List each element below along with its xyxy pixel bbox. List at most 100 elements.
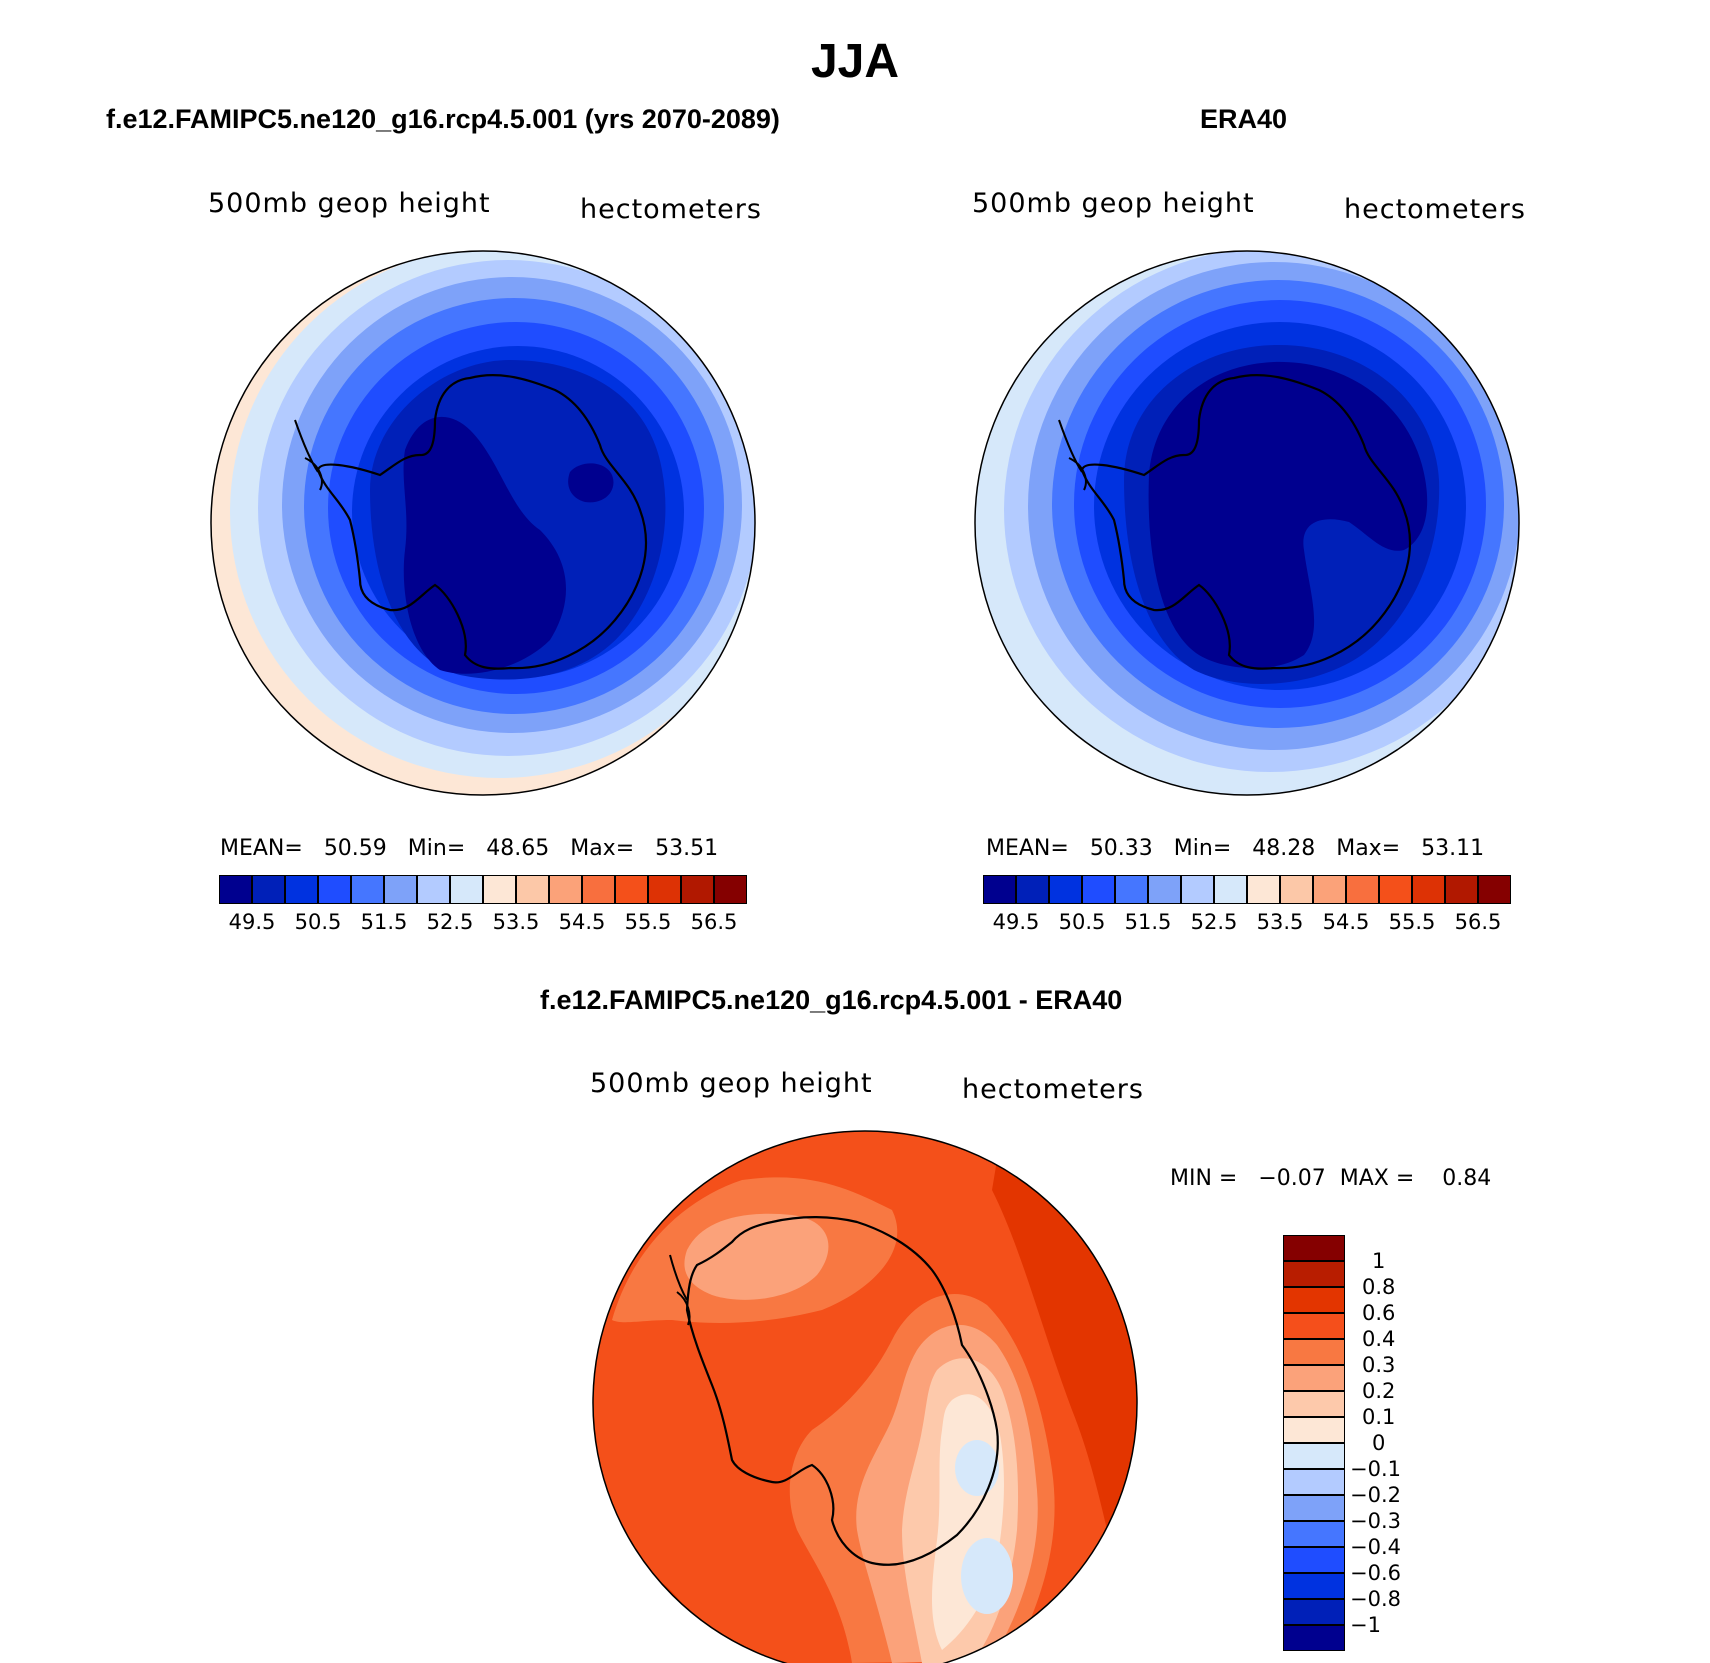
colorbar-tick-label: 1 [1372,1249,1386,1273]
colorbar-segment [1283,1469,1345,1495]
colorbar-tick-label: 0.3 [1362,1353,1396,1377]
model-colorbar-labels: 49.5 50.5 51.5 52.5 53.5 54.5 55.5 56.5 [219,910,747,940]
colorbar-tick-label: 50.5 [294,910,342,934]
colorbar-segment [1082,875,1115,904]
colorbar-tick-label: 50.5 [1058,910,1106,934]
diff-polar-map [592,1130,1138,1663]
colorbar-segment [1445,875,1478,904]
colorbar-tick-label: 0.6 [1362,1301,1396,1325]
obs-variable-label: 500mb geop height [972,188,1255,219]
colorbar-tick-label: 0.4 [1362,1327,1396,1351]
colorbar-tick-label: 0.2 [1362,1379,1396,1403]
colorbar-tick-label: −0.1 [1350,1457,1401,1481]
colorbar-tick-label: 54.5 [558,910,606,934]
colorbar-tick-label: 53.5 [492,910,540,934]
colorbar-segment [1148,875,1181,904]
obs-units-label: hectometers [1344,194,1526,225]
colorbar-segment [1283,1625,1345,1651]
colorbar-segment [714,875,747,904]
colorbar-tick-label: −0.6 [1350,1561,1401,1585]
colorbar-tick-label: 51.5 [1124,910,1172,934]
model-colorbar [219,875,747,904]
colorbar-tick-label: 0.1 [1362,1405,1396,1429]
colorbar-segment [1283,1365,1345,1391]
diff-variable-label: 500mb geop height [590,1068,873,1099]
model-polar-map [210,250,756,796]
colorbar-segment [615,875,648,904]
colorbar-segment [1283,1599,1345,1625]
colorbar-tick-label: 49.5 [992,910,1040,934]
ring-min-zone [403,416,567,674]
obs-panel-title: ERA40 [1200,104,1288,134]
colorbar-tick-label: 56.5 [1454,910,1502,934]
colorbar-segment [1283,1417,1345,1443]
colorbar-segment [1346,875,1379,904]
colorbar-segment [1412,875,1445,904]
colorbar-tick-label: 56.5 [690,910,738,934]
colorbar-segment [1283,1261,1345,1287]
diff-units-label: hectometers [962,1074,1144,1105]
colorbar-segment [1313,875,1346,904]
colorbar-segment [1049,875,1082,904]
diff-stats: MIN = −0.07 MAX = 0.84 [1170,1166,1492,1191]
colorbar-segment [384,875,417,904]
colorbar-segment [1283,1547,1345,1573]
colorbar-tick-label: 54.5 [1322,910,1370,934]
colorbar-segment [1280,875,1313,904]
colorbar-segment [1283,1313,1345,1339]
colorbar-segment [252,875,285,904]
colorbar-tick-label: 52.5 [426,910,474,934]
colorbar-tick-label: 49.5 [228,910,276,934]
model-stats: MEAN= 50.59 Min= 48.65 Max= 53.51 [220,836,719,861]
colorbar-tick-label: 55.5 [624,910,672,934]
model-units-label: hectometers [580,194,762,225]
obs-stats: MEAN= 50.33 Min= 48.28 Max= 53.11 [986,836,1485,861]
colorbar-segment [1181,875,1214,904]
colorbar-segment [450,875,483,904]
colorbar-tick-label: −0.2 [1350,1483,1401,1507]
colorbar-segment [549,875,582,904]
model-panel-title: f.e12.FAMIPC5.ne120_g16.rcp4.5.001 (yrs … [106,104,780,134]
colorbar-segment [1283,1573,1345,1599]
colorbar-segment [1283,1235,1345,1261]
colorbar-tick-label: 55.5 [1388,910,1436,934]
colorbar-segment [483,875,516,904]
colorbar-segment [351,875,384,904]
colorbar-tick-label: −0.3 [1350,1509,1401,1533]
obs-polar-map [974,250,1520,796]
colorbar-segment [1247,875,1280,904]
colorbar-tick-label: −0.4 [1350,1535,1401,1559]
colorbar-segment [681,875,714,904]
colorbar-segment [1283,1443,1345,1469]
colorbar-segment [1478,875,1511,904]
model-variable-label: 500mb geop height [208,188,491,219]
page-title: JJA [810,35,900,88]
obs-colorbar [983,875,1511,904]
colorbar-segment [1016,875,1049,904]
colorbar-segment [1283,1287,1345,1313]
diff-colorbar-labels: 1 0.8 0.6 0.4 0.3 0.2 0.1 0 −0.1 −0.2 −0.3 −0.4 −0.6… [1350,1235,1430,1651]
colorbar-segment [1283,1339,1345,1365]
colorbar-segment [582,875,615,904]
colorbar-segment [983,875,1016,904]
colorbar-segment [648,875,681,904]
colorbar-segment [1283,1495,1345,1521]
antarctica-coastline [316,374,648,670]
diff-panel-title: f.e12.FAMIPC5.ne120_g16.rcp4.5.001 - ERA… [540,985,1123,1015]
colorbar-segment [417,875,450,904]
obs-colorbar-labels: 49.5 50.5 51.5 52.5 53.5 54.5 55.5 56.5 [983,910,1511,940]
colorbar-segment [318,875,351,904]
colorbar-tick-label: 53.5 [1256,910,1304,934]
colorbar-segment [516,875,549,904]
colorbar-segment [285,875,318,904]
colorbar-tick-label: −1 [1350,1613,1381,1637]
colorbar-segment [1283,1521,1345,1547]
colorbar-tick-label: 52.5 [1190,910,1238,934]
colorbar-segment [1214,875,1247,904]
colorbar-tick-label: 0 [1372,1431,1386,1455]
colorbar-tick-label: 0.8 [1362,1275,1396,1299]
colorbar-segment [219,875,252,904]
obs-min-zone [1148,361,1428,669]
colorbar-tick-label: 51.5 [360,910,408,934]
diff-colorbar [1283,1235,1345,1651]
